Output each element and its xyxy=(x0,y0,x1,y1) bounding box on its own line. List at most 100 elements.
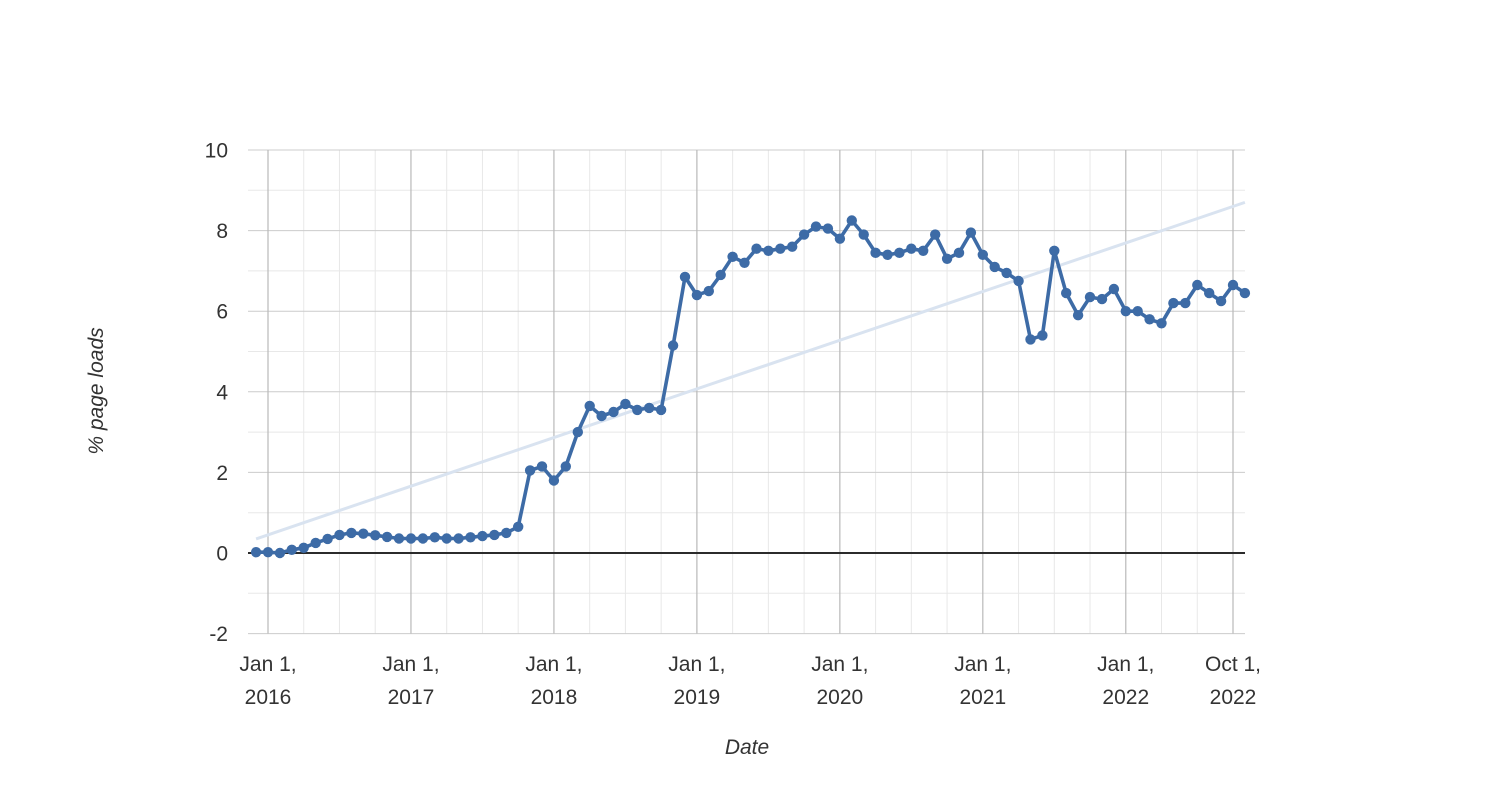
data-point xyxy=(1084,291,1096,303)
data-point xyxy=(989,261,1000,273)
x-tick-label-line2: 2016 xyxy=(245,686,292,709)
data-point xyxy=(298,542,309,553)
data-point xyxy=(703,285,714,297)
data-point xyxy=(536,461,548,472)
data-point xyxy=(787,241,798,252)
data-point xyxy=(715,269,726,281)
data-point xyxy=(381,531,393,543)
data-point xyxy=(846,215,857,226)
data-point xyxy=(1239,287,1251,299)
y-tick-label: 6 xyxy=(216,301,228,324)
data-point xyxy=(346,527,357,539)
data-point xyxy=(620,398,631,410)
data-point xyxy=(274,547,286,559)
data-point xyxy=(667,340,679,351)
data-point xyxy=(727,251,738,262)
data-point xyxy=(572,426,583,438)
y-tick-label: 2 xyxy=(216,462,228,485)
data-point xyxy=(1013,275,1024,287)
x-tick-label-line1: Jan 1, xyxy=(811,653,868,676)
y-tick-label: 4 xyxy=(216,381,228,404)
data-point xyxy=(644,402,655,414)
data-points xyxy=(250,215,1251,559)
x-tick-label-line2: 2021 xyxy=(959,686,1006,709)
x-tick-label-line2: 2019 xyxy=(674,686,721,709)
x-tick-label: Jan 1, 2018 xyxy=(525,653,582,709)
data-point xyxy=(858,229,869,240)
x-axis-title: Date xyxy=(725,736,769,759)
x-tick-label: Jan 1, 2022 xyxy=(1097,653,1154,709)
x-tick-label-line1: Jan 1, xyxy=(382,653,439,676)
data-point xyxy=(894,247,905,258)
data-point xyxy=(1227,279,1239,291)
x-axis-tick-labels: Jan 1, 2016 Jan 1, 2017 Jan 1, 2018 Jan 1, 2019… xyxy=(239,653,1261,709)
data-point xyxy=(763,245,774,256)
y-axis-title: % page loads xyxy=(85,327,108,455)
y-tick-label: 10 xyxy=(205,140,228,163)
y-axis-tick-labels: -2 0 2 4 6 8 10 xyxy=(205,140,229,647)
major-gridlines xyxy=(248,149,1245,635)
data-point xyxy=(405,533,417,544)
data-point xyxy=(513,521,524,532)
data-point xyxy=(1096,293,1108,305)
data-point xyxy=(1180,297,1191,309)
x-tick-label: Jan 1, 2019 xyxy=(668,653,725,709)
data-point xyxy=(1156,318,1167,329)
data-point xyxy=(1037,330,1048,341)
data-point xyxy=(632,404,643,416)
data-point xyxy=(1001,267,1012,279)
data-point xyxy=(596,410,607,422)
data-point xyxy=(1132,306,1143,317)
data-point xyxy=(1049,245,1060,256)
data-point xyxy=(810,221,822,232)
data-point xyxy=(906,243,917,254)
y-tick-label: -2 xyxy=(209,623,228,646)
data-point xyxy=(1144,314,1155,325)
data-point xyxy=(822,223,834,234)
data-point xyxy=(691,289,703,301)
data-point xyxy=(953,247,965,258)
data-point xyxy=(477,530,488,542)
x-tick-label: Jan 1, 2016 xyxy=(239,653,296,709)
data-point xyxy=(977,249,988,260)
data-point xyxy=(524,465,536,476)
x-tick-label: Oct 1, 2022 xyxy=(1205,653,1261,709)
data-point xyxy=(1168,297,1179,309)
x-tick-label: Jan 1, 2017 xyxy=(382,653,439,709)
data-point xyxy=(322,533,333,545)
data-point xyxy=(1120,306,1132,317)
data-point xyxy=(358,528,369,539)
data-point xyxy=(965,227,977,238)
data-point xyxy=(262,547,274,558)
x-tick-label: Jan 1, 2021 xyxy=(954,653,1011,709)
data-point xyxy=(1192,279,1203,291)
data-point xyxy=(417,533,429,544)
data-point xyxy=(1108,283,1120,295)
x-tick-label: Jan 1, 2020 xyxy=(811,653,868,709)
data-point xyxy=(679,271,691,283)
trend-line xyxy=(255,200,1246,541)
data-point xyxy=(1025,334,1036,345)
data-point xyxy=(441,533,452,544)
data-point xyxy=(870,247,881,258)
data-point xyxy=(429,532,440,543)
data-point xyxy=(834,233,846,244)
data-point xyxy=(286,544,297,555)
data-point xyxy=(941,253,953,264)
data-point xyxy=(465,532,476,543)
data-point xyxy=(1061,287,1072,299)
x-tick-label-line1: Jan 1, xyxy=(239,653,296,676)
x-tick-label-line1: Jan 1, xyxy=(668,653,725,676)
data-point xyxy=(751,243,762,254)
data-point xyxy=(775,243,786,254)
data-point xyxy=(560,461,571,472)
data-point xyxy=(655,404,667,416)
x-tick-label-line2: 2018 xyxy=(531,686,578,709)
data-point xyxy=(1072,310,1084,321)
y-tick-label: 0 xyxy=(216,543,228,566)
data-point xyxy=(739,257,750,268)
x-tick-label-line2: 2022 xyxy=(1210,686,1257,709)
x-tick-label-line1: Jan 1, xyxy=(525,653,582,676)
y-tick-label: 8 xyxy=(216,220,228,243)
